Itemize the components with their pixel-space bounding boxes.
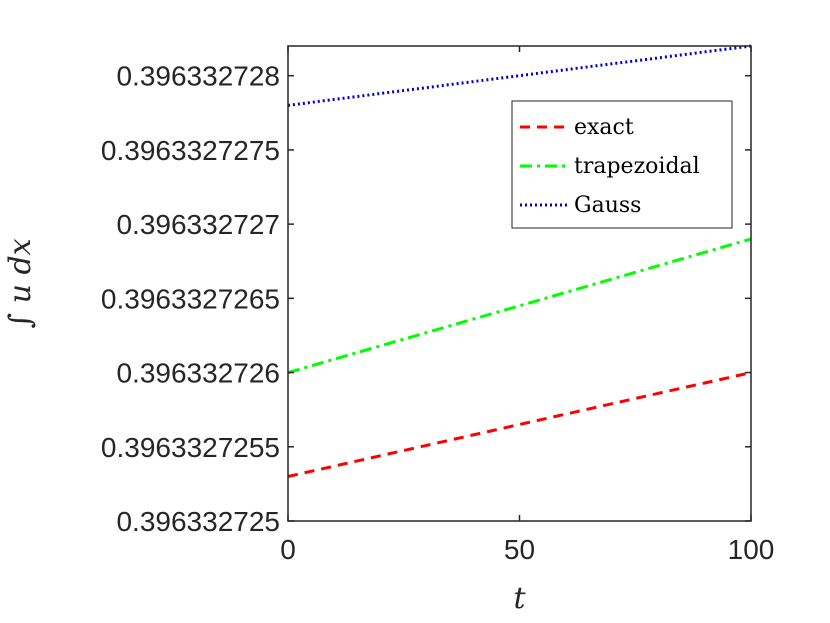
y-tick-label: 0.3963327265 [101, 283, 280, 314]
legend-items: exact trapezoidal Gauss [520, 115, 700, 218]
y-tick-label: 0.3963327255 [101, 432, 280, 463]
series-line-gauss [287, 44, 752, 107]
legend-label-gauss: Gauss [574, 193, 641, 218]
x-axis-label: t [513, 581, 526, 616]
x-tick-label: 100 [728, 534, 775, 565]
series-layer [287, 44, 752, 478]
y-tick-label: 0.396332728 [116, 61, 280, 92]
x-tick-label: 50 [504, 534, 535, 565]
legend-label-exact: exact [574, 115, 634, 140]
series-line-exact [287, 371, 752, 478]
legend-label-trapezoidal: trapezoidal [574, 154, 700, 179]
y-tick-label: 0.396332726 [116, 358, 280, 389]
series-line-trapezoidal [287, 237, 752, 375]
y-tick-label: 0.396332725 [116, 506, 280, 537]
legend: exact trapezoidal Gauss [511, 100, 733, 229]
y-tick-label: 0.3963327275 [101, 135, 280, 166]
ticks-layer: 0 50 100 0.396332725 0.3963327255 0.396332726… [101, 46, 774, 565]
y-tick-label: 0.396332727 [116, 209, 280, 240]
x-tick-label: 0 [280, 534, 296, 565]
y-axis-label: ∫ u dx [3, 238, 38, 328]
